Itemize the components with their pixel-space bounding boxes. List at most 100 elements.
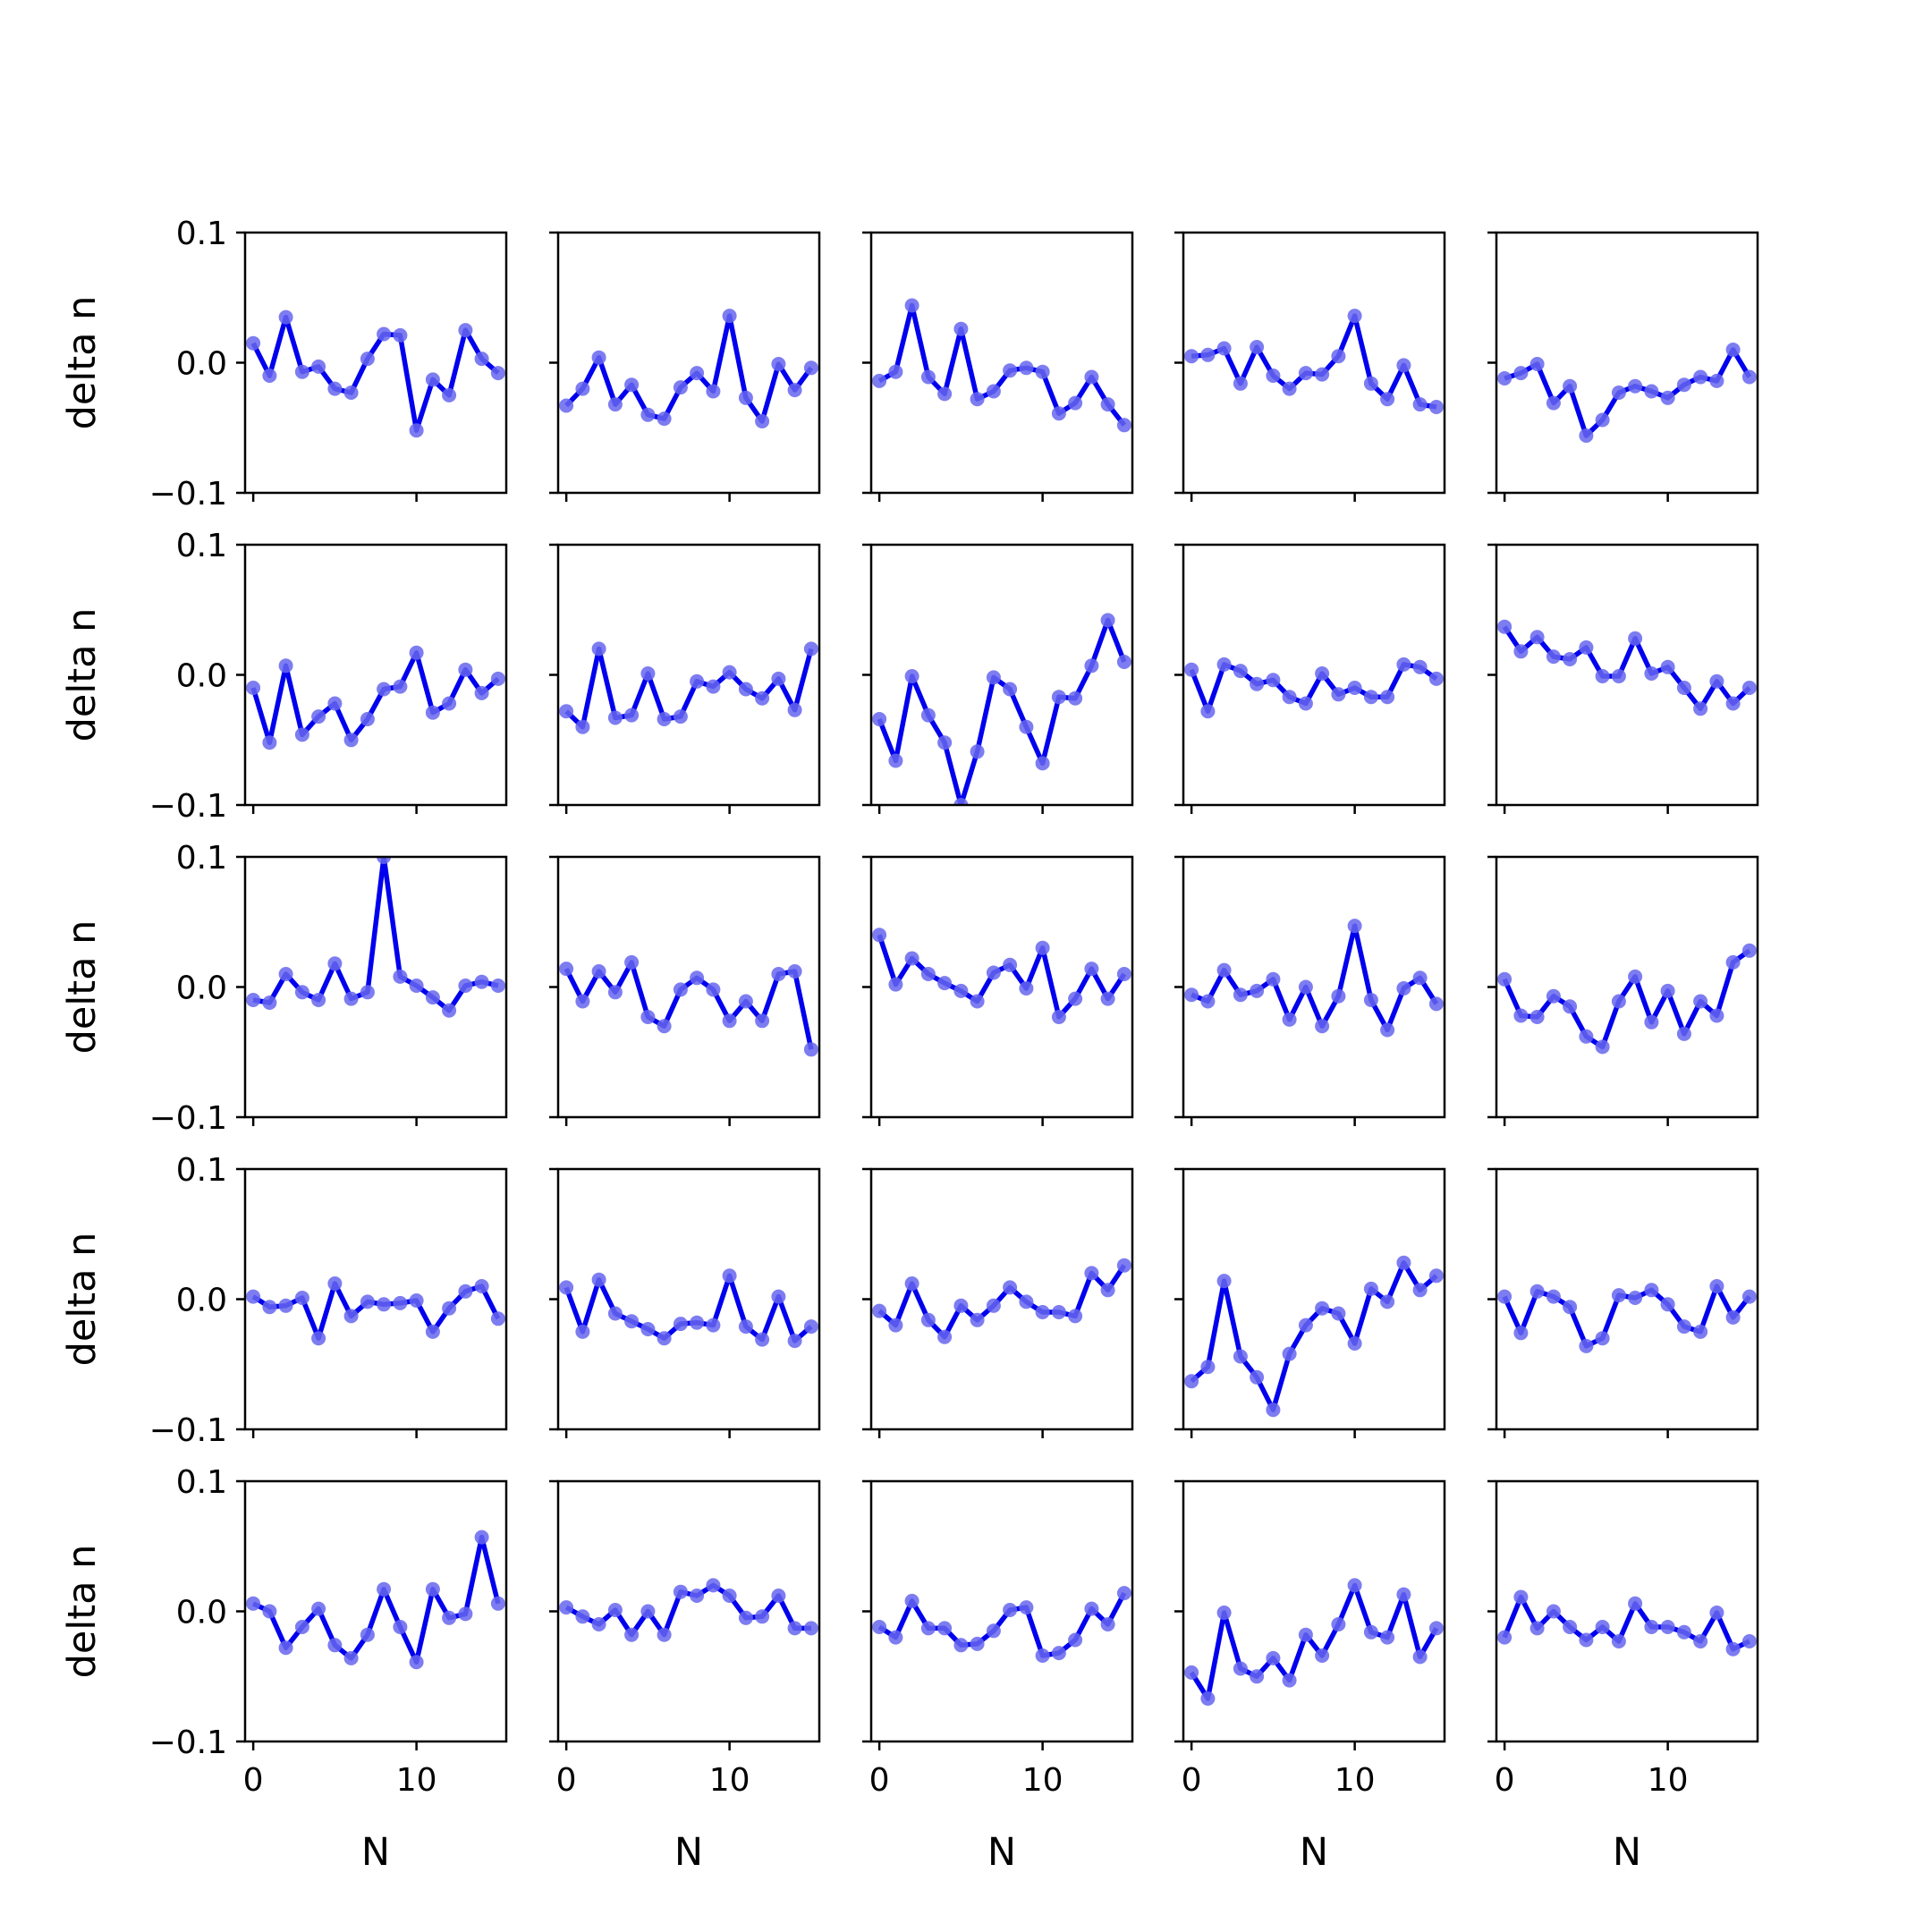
data-point [1003, 957, 1018, 972]
data-point [1068, 395, 1083, 411]
data-point [1396, 1587, 1411, 1602]
data-point [343, 1309, 359, 1324]
y-tick-label: 0.1 [176, 1152, 227, 1189]
data-point [1380, 1630, 1395, 1645]
data-point [624, 708, 640, 723]
series-line [251, 1281, 501, 1341]
data-point [673, 982, 688, 997]
data-point [1282, 1673, 1297, 1688]
data-point [1100, 991, 1115, 1006]
data-point [377, 326, 392, 342]
data-point [327, 956, 343, 971]
data-point [1200, 1691, 1216, 1706]
data-point [1497, 619, 1513, 634]
data-point [1644, 666, 1659, 681]
series-line [250, 314, 500, 433]
series-line [877, 1591, 1127, 1658]
series-group [246, 309, 505, 438]
data-point [409, 645, 424, 660]
data-point [1003, 1603, 1018, 1617]
data-point [575, 719, 590, 734]
series-group [1184, 919, 1444, 1038]
data-point [1380, 1294, 1395, 1309]
data-point [1428, 671, 1444, 686]
data-point [393, 679, 408, 694]
data-point [1428, 400, 1444, 414]
axes-frame [243, 231, 508, 495]
data-point [1725, 696, 1741, 711]
data-point [1363, 993, 1378, 1007]
data-point [1003, 1280, 1018, 1295]
data-point [640, 1322, 656, 1336]
data-point [1315, 666, 1330, 681]
series-line [1191, 313, 1437, 410]
series-group [1184, 1255, 1444, 1418]
data-point [970, 994, 985, 1009]
data-point [1725, 343, 1741, 357]
data-point [771, 1589, 786, 1603]
data-point [246, 1596, 261, 1611]
data-point [1051, 1010, 1066, 1024]
data-point [690, 1589, 705, 1603]
data-point [787, 383, 802, 398]
data-point [722, 1013, 737, 1029]
data-point [575, 994, 590, 1009]
data-point [888, 364, 903, 379]
x-tick-label: 0 [1182, 1762, 1202, 1799]
data-point [1741, 681, 1757, 695]
data-point [1530, 1284, 1545, 1299]
data-point [1644, 1620, 1659, 1634]
data-point [360, 985, 375, 1000]
data-point [1200, 704, 1216, 719]
data-point [1282, 1012, 1297, 1027]
data-point [490, 1596, 505, 1611]
data-point [1693, 701, 1708, 716]
data-point [904, 1276, 919, 1291]
series-line [1189, 662, 1438, 714]
data-point [377, 857, 392, 864]
data-point [673, 1584, 688, 1599]
data-point [1298, 979, 1313, 995]
data-point [1116, 1258, 1131, 1273]
data-point [1546, 988, 1561, 1004]
data-point [1331, 988, 1346, 1004]
data-point [474, 1279, 489, 1293]
data-point [904, 951, 919, 966]
data-point [1363, 376, 1378, 391]
data-point [1660, 390, 1675, 405]
data-point [1546, 649, 1561, 665]
data-point [722, 309, 737, 324]
data-point [1331, 1617, 1346, 1631]
x-tick-label: 10 [1022, 1762, 1063, 1799]
series-line [1502, 625, 1751, 712]
data-point [690, 1315, 705, 1330]
data-point [1396, 358, 1411, 373]
series-group [559, 641, 818, 734]
data-point [591, 1617, 606, 1631]
data-point [1497, 1630, 1513, 1645]
data-point [1693, 369, 1708, 385]
data-point [425, 705, 440, 720]
data-point [888, 1318, 903, 1333]
data-point [624, 954, 640, 970]
y-axis-label: delta n [60, 608, 105, 742]
data-point [1216, 657, 1232, 672]
subplot-4-4 [1174, 1167, 1446, 1438]
subplot-5-3: 0 10N [862, 1479, 1134, 1875]
data-point [278, 309, 293, 325]
x-tick-label: 10 [1335, 1762, 1376, 1799]
data-point [1428, 996, 1444, 1012]
data-point [755, 1332, 770, 1347]
data-point [1266, 1650, 1281, 1665]
data-point [904, 1593, 919, 1608]
data-point [1595, 1620, 1610, 1634]
data-point [1628, 378, 1643, 394]
subplot-3-4 [1174, 855, 1446, 1126]
data-point [1628, 1291, 1643, 1305]
data-point [442, 1003, 457, 1018]
data-point [1396, 981, 1411, 996]
data-point [1530, 357, 1545, 371]
data-point [1530, 1621, 1545, 1636]
data-point [1513, 1008, 1529, 1023]
data-point [1546, 395, 1561, 411]
